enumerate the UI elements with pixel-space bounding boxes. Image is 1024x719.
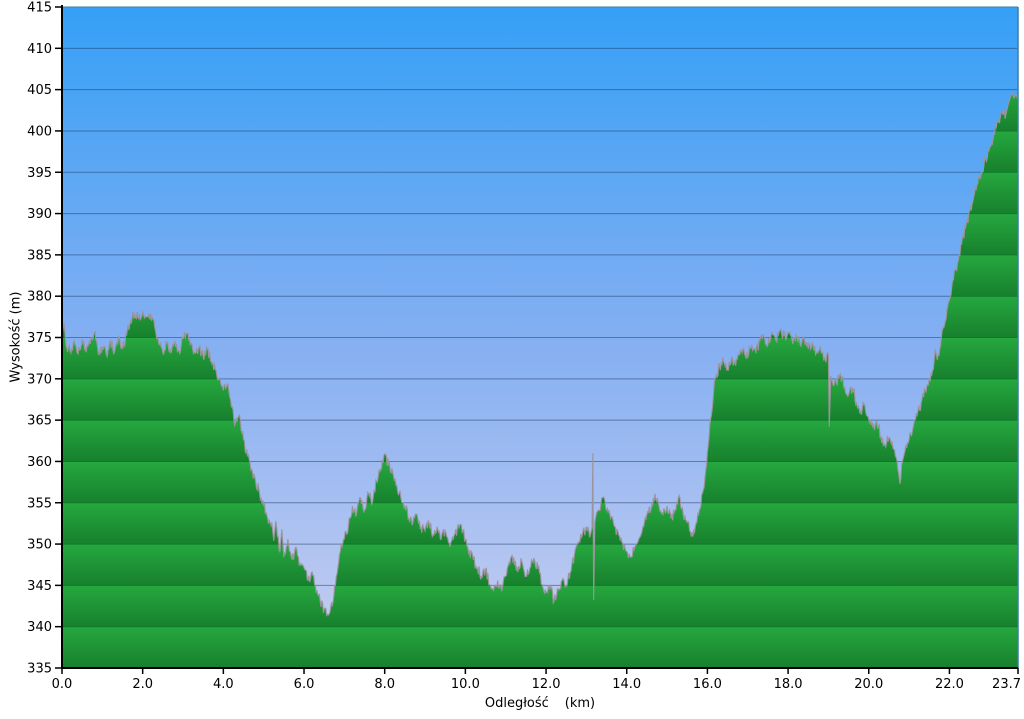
terrain-area bbox=[62, 92, 1018, 669]
y-tick-label: 405 bbox=[27, 83, 52, 98]
y-tick-label: 355 bbox=[27, 496, 52, 511]
x-axis-title: Odległość (km) bbox=[485, 696, 595, 711]
x-tick-label: 20.0 bbox=[854, 677, 883, 692]
y-tick-label: 380 bbox=[27, 290, 52, 305]
y-tick-label: 360 bbox=[27, 455, 52, 470]
y-tick-label: 345 bbox=[27, 579, 52, 594]
x-tick-label: 0.0 bbox=[52, 677, 73, 692]
y-tick-label: 415 bbox=[27, 1, 52, 16]
x-tick-label: 4.0 bbox=[213, 677, 234, 692]
x-tick-label: 10.0 bbox=[451, 677, 480, 692]
x-tick-label: 8.0 bbox=[374, 677, 395, 692]
y-axis-title: Wysokość (m) bbox=[8, 291, 24, 383]
x-tick-label: 16.0 bbox=[693, 677, 722, 692]
x-tick-label: 2.0 bbox=[132, 677, 153, 692]
y-tick-label: 370 bbox=[27, 372, 52, 387]
terrain-outline bbox=[61, 91, 1019, 617]
y-tick-label: 400 bbox=[27, 124, 52, 139]
y-tick-label: 335 bbox=[27, 662, 52, 677]
x-tick-label: 23.7 bbox=[992, 677, 1021, 692]
y-tick-label: 385 bbox=[27, 248, 52, 263]
x-axis-title-text: Odległość bbox=[484, 696, 549, 711]
y-tick-label: 375 bbox=[27, 331, 52, 346]
y-tick-label: 340 bbox=[27, 620, 52, 635]
x-tick-label: 6.0 bbox=[294, 677, 315, 692]
x-tick-label: 12.0 bbox=[532, 677, 561, 692]
x-axis-title-unit: (km) bbox=[564, 696, 596, 711]
x-tick-label: 22.0 bbox=[935, 677, 964, 692]
y-tick-label: 350 bbox=[27, 538, 52, 553]
y-tick-label: 390 bbox=[27, 207, 52, 222]
y-tick-label: 410 bbox=[27, 42, 52, 57]
x-tick-label: 14.0 bbox=[612, 677, 641, 692]
y-tick-label: 395 bbox=[27, 166, 52, 181]
x-tick-label: 18.0 bbox=[774, 677, 803, 692]
y-tick-label: 365 bbox=[27, 414, 52, 429]
